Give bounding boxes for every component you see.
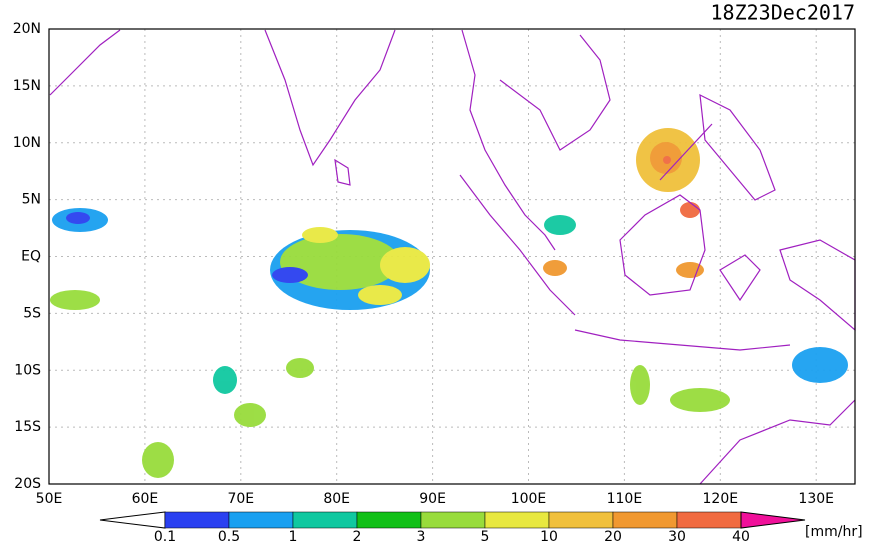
- lon-label: 110E: [607, 491, 643, 507]
- rain-area: [670, 388, 730, 412]
- colorbar-label: 20: [604, 529, 622, 544]
- lat-label: 20N: [13, 21, 41, 37]
- rain-area: [676, 262, 704, 278]
- coastline: [699, 399, 856, 485]
- colorbar-box: [420, 511, 486, 529]
- rain-area: [66, 212, 90, 224]
- rain-area: [272, 267, 308, 283]
- coastline: [49, 29, 121, 96]
- colorbar-unit: [mm/hr]: [805, 524, 863, 540]
- rain-area: [544, 215, 576, 235]
- rain-area: [663, 156, 671, 164]
- lon-label: 60E: [132, 491, 159, 507]
- coastline: [459, 174, 576, 316]
- colorbar-box: [484, 511, 550, 529]
- rain-area: [680, 202, 700, 218]
- rain-area: [50, 290, 100, 310]
- colorbar-box: [548, 511, 614, 529]
- colorbar-label: 10: [540, 529, 558, 544]
- colorbar-box: [676, 511, 742, 529]
- coastline: [699, 93, 776, 201]
- lat-label: 10N: [13, 135, 41, 151]
- colorbar-label: 3: [417, 529, 426, 544]
- rain-area: [280, 234, 400, 290]
- coastline: [334, 158, 351, 186]
- coastline: [499, 34, 611, 151]
- lon-label: 80E: [323, 491, 350, 507]
- lon-label: 70E: [227, 491, 254, 507]
- rain-area: [380, 247, 430, 283]
- rain-area: [286, 358, 314, 378]
- colorbar-label: 1: [289, 529, 298, 544]
- lat-label: 15N: [13, 78, 41, 94]
- lat-label: 15S: [14, 419, 41, 435]
- lat-label: 5N: [22, 192, 41, 208]
- coastline: [719, 254, 761, 302]
- precip-field: [50, 128, 848, 478]
- colorbar-box: [292, 511, 358, 529]
- coastline: [619, 194, 706, 296]
- map-frame: [48, 28, 856, 485]
- colorbar-label: 2: [353, 529, 362, 544]
- coastline: [461, 29, 556, 251]
- rain-area: [142, 442, 174, 478]
- coastline: [574, 329, 791, 351]
- colorbar-under: [99, 511, 166, 529]
- map-title: 18Z23Dec2017: [711, 1, 856, 25]
- colorbar-label: 5: [481, 529, 490, 544]
- rain-area: [630, 365, 650, 405]
- colorbar-box: [228, 511, 294, 529]
- rain-area: [213, 366, 237, 394]
- rain-area: [792, 347, 848, 383]
- colorbar-label: 0.5: [218, 529, 240, 544]
- lat-label: 20S: [14, 476, 41, 492]
- lon-label: 120E: [703, 491, 739, 507]
- lon-label: 50E: [36, 491, 63, 507]
- lon-label: 90E: [419, 491, 446, 507]
- colorbar-label: 40: [732, 529, 750, 544]
- colorbar-label: 0.1: [154, 529, 176, 544]
- colorbar-label: 30: [668, 529, 686, 544]
- lat-label: 10S: [14, 362, 41, 378]
- lon-label: 130E: [798, 491, 834, 507]
- rain-area: [234, 403, 266, 427]
- coastlines: [49, 29, 856, 485]
- colorbar: 0.1 0.5 1 2 3 5 10 20 30 40: [99, 511, 806, 544]
- rain-area: [358, 285, 402, 305]
- coastline: [779, 239, 856, 332]
- lon-label: 100E: [511, 491, 547, 507]
- coastline: [264, 29, 396, 167]
- lat-label: EQ: [21, 249, 41, 265]
- rain-area: [543, 260, 567, 276]
- grid: [49, 29, 855, 484]
- rain-area: [302, 227, 338, 243]
- colorbar-over: [740, 511, 806, 529]
- colorbar-box: [356, 511, 422, 529]
- coastline: [659, 123, 713, 181]
- colorbar-box: [164, 511, 230, 529]
- colorbar-box: [612, 511, 678, 529]
- lat-label: 5S: [23, 305, 41, 321]
